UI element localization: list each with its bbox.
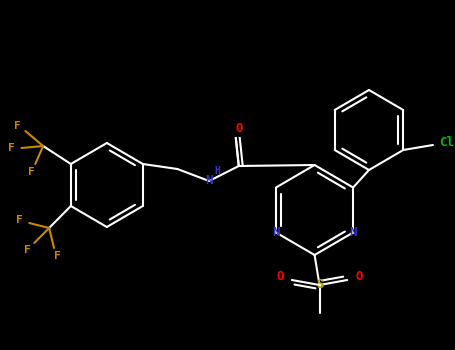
- Text: N: N: [205, 175, 213, 188]
- Text: O: O: [355, 271, 363, 284]
- Text: F: F: [28, 167, 35, 177]
- Text: F: F: [24, 245, 30, 255]
- Text: Cl: Cl: [439, 135, 454, 148]
- Text: S: S: [316, 279, 323, 292]
- Text: F: F: [8, 143, 15, 153]
- Text: N: N: [349, 226, 357, 239]
- Text: N: N: [272, 226, 280, 239]
- Text: F: F: [16, 215, 23, 225]
- Text: O: O: [235, 121, 243, 134]
- Text: H: H: [214, 166, 220, 176]
- Text: O: O: [276, 271, 284, 284]
- Text: F: F: [14, 121, 21, 131]
- Text: F: F: [54, 251, 61, 261]
